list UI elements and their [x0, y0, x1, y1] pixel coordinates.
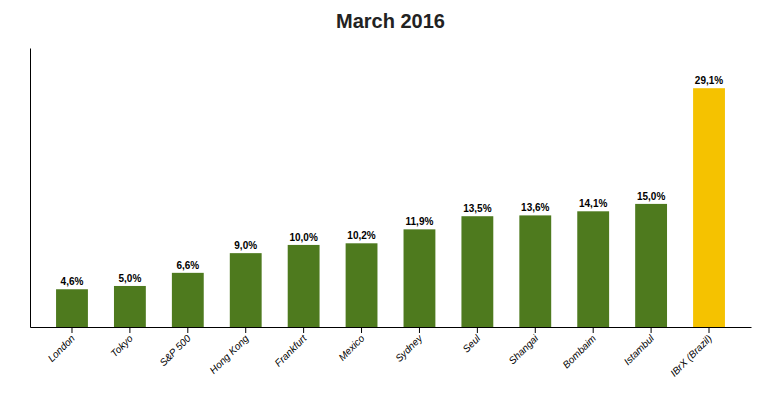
x-tick-mark	[419, 327, 420, 333]
x-tick-mark	[129, 327, 130, 333]
data-label: 15,0%	[637, 191, 665, 202]
x-axis-line	[31, 327, 752, 328]
data-label: 10,0%	[289, 232, 317, 243]
x-tick: Tokyo	[108, 327, 135, 359]
bar	[519, 215, 551, 327]
bars	[56, 88, 725, 327]
bar	[693, 88, 725, 327]
x-tick-mark	[303, 327, 304, 333]
data-label: 29,1%	[695, 75, 723, 86]
x-tick-label: Seul	[460, 332, 482, 354]
chart-svg: London Tokyo S&P 500 Hong Kong Frankfurt Mexi…	[0, 0, 771, 409]
x-tick: Mexico	[336, 327, 366, 363]
bar	[461, 216, 493, 327]
x-tick-mark	[361, 327, 362, 333]
data-labels: 4,6% 5,0% 6,6% 9,0% 10,0% 10,2% 11,9% 13,5% 13,6…	[61, 75, 724, 287]
x-tick: Seul	[460, 327, 482, 355]
x-tick-label: Frankfurt	[273, 332, 310, 369]
x-tick-label: Bombaim	[560, 333, 598, 371]
x-axis: London Tokyo S&P 500 Hong Kong Frankfurt Mexi…	[31, 327, 752, 379]
x-tick-mark	[245, 327, 246, 333]
chart-title: March 2016	[336, 10, 445, 32]
bar	[346, 243, 378, 327]
data-label: 11,9%	[406, 216, 434, 227]
x-tick: S&P 500	[157, 327, 193, 368]
x-tick: Shangai	[506, 327, 540, 366]
x-tick-label: Hong Kong	[208, 332, 251, 375]
x-tick-label: Mexico	[336, 332, 366, 362]
data-label: 6,6%	[176, 260, 199, 271]
bar	[288, 245, 320, 327]
x-tick: Frankfurt	[273, 327, 310, 369]
x-tick: Bombaim	[560, 327, 598, 370]
x-tick-mark	[593, 327, 594, 333]
data-label: 13,5%	[463, 203, 491, 214]
x-tick-mark	[187, 327, 188, 333]
data-label: 4,6%	[61, 276, 84, 287]
x-tick-label: Shangai	[506, 332, 540, 366]
bar	[635, 204, 667, 327]
x-tick-mark	[651, 327, 652, 333]
x-tick-label: Tokyo	[108, 332, 135, 359]
x-tick: Istambul	[622, 327, 657, 367]
chart-container: London Tokyo S&P 500 Hong Kong Frankfurt Mexi…	[0, 0, 771, 409]
bar	[577, 211, 609, 327]
x-tick: Hong Kong	[208, 327, 251, 376]
x-tick-mark	[535, 327, 536, 333]
y-axis-line	[30, 49, 31, 328]
x-tick: Sydney	[393, 327, 425, 364]
x-tick: London	[46, 327, 78, 364]
x-tick-mark	[477, 327, 478, 333]
x-tick-mark	[71, 327, 72, 333]
data-label: 14,1%	[579, 198, 607, 209]
bar	[172, 273, 204, 327]
x-tick-label: IBrX (Brazil)	[668, 333, 714, 379]
x-tick-label: London	[46, 332, 78, 364]
x-tick-mark	[709, 327, 710, 333]
x-tick: IBrX (Brazil)	[668, 327, 714, 379]
y-axis	[30, 49, 31, 328]
x-tick-label: Sydney	[393, 332, 425, 364]
data-label: 13,6%	[521, 202, 549, 213]
bar	[404, 229, 436, 327]
x-tick-label: S&P 500	[157, 332, 193, 368]
x-tick-label: Istambul	[622, 332, 657, 367]
bar	[230, 253, 262, 327]
bar	[114, 286, 146, 327]
data-label: 5,0%	[118, 273, 141, 284]
bar	[56, 289, 88, 327]
data-label: 10,2%	[347, 230, 375, 241]
data-label: 9,0%	[234, 240, 257, 251]
